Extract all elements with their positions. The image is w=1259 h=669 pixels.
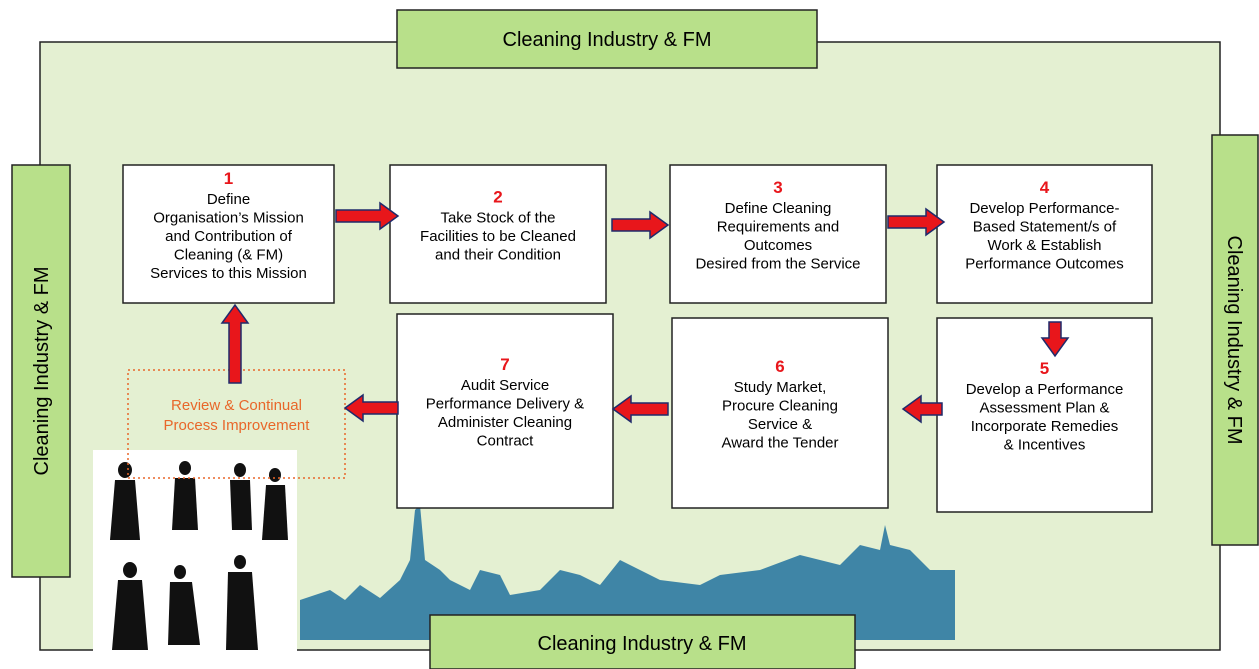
step-text: Services to this Mission — [150, 265, 307, 282]
step-text: Develop a Performance — [966, 381, 1124, 398]
step-number: 6 — [775, 357, 784, 376]
step-text: Service & — [748, 416, 812, 433]
step-text: Work & Establish — [988, 237, 1102, 254]
step-text: Performance Delivery & — [426, 396, 584, 413]
step-text: Desired from the Service — [695, 256, 860, 273]
step-number: 2 — [493, 187, 502, 206]
step-text: and Contribution of — [165, 228, 293, 245]
step-text: Take Stock of the — [440, 209, 555, 226]
step-text: Develop Performance- — [969, 200, 1119, 217]
step-text: Outcomes — [744, 237, 812, 254]
step-text: Audit Service — [461, 377, 549, 394]
step-text: Procure Cleaning — [722, 398, 838, 415]
step-text: Facilities to be Cleaned — [420, 228, 576, 245]
step-text: Cleaning (& FM) — [174, 246, 283, 263]
step-text: Define — [207, 191, 250, 208]
step-text: & Incentives — [1004, 437, 1086, 454]
step-text: Define Cleaning — [725, 200, 832, 217]
step-text: Study Market, — [734, 379, 827, 396]
step-text: Review & Continual — [171, 397, 302, 414]
step-text: Administer Cleaning — [438, 414, 572, 431]
diagram: Cleaning Industry & FM Cleaning Industry… — [0, 0, 1259, 669]
top-label: Cleaning Industry & FM — [503, 29, 712, 51]
step-number: 4 — [1040, 178, 1050, 197]
left-label: Cleaning Industry & FM — [31, 267, 53, 476]
step-text: Performance Outcomes — [965, 256, 1123, 273]
step-number: 3 — [773, 178, 782, 197]
step-text: Assessment Plan & — [979, 400, 1109, 417]
step-text: Award the Tender — [721, 435, 838, 452]
step-number: 1 — [224, 169, 233, 188]
step-text: Requirements and — [717, 219, 840, 236]
bottom-label: Cleaning Industry & FM — [538, 633, 747, 655]
step-text: Incorporate Remedies — [971, 418, 1119, 435]
step-text: Contract — [477, 433, 535, 450]
step-text: Process Improvement — [164, 417, 311, 434]
right-label: Cleaning Industry & FM — [1223, 236, 1245, 445]
step-number: 5 — [1040, 359, 1049, 378]
step-text: and their Condition — [435, 246, 561, 263]
step-text: Based Statement/s of — [973, 219, 1117, 236]
step-text: Organisation’s Mission — [153, 209, 304, 226]
step-number: 7 — [500, 355, 509, 374]
